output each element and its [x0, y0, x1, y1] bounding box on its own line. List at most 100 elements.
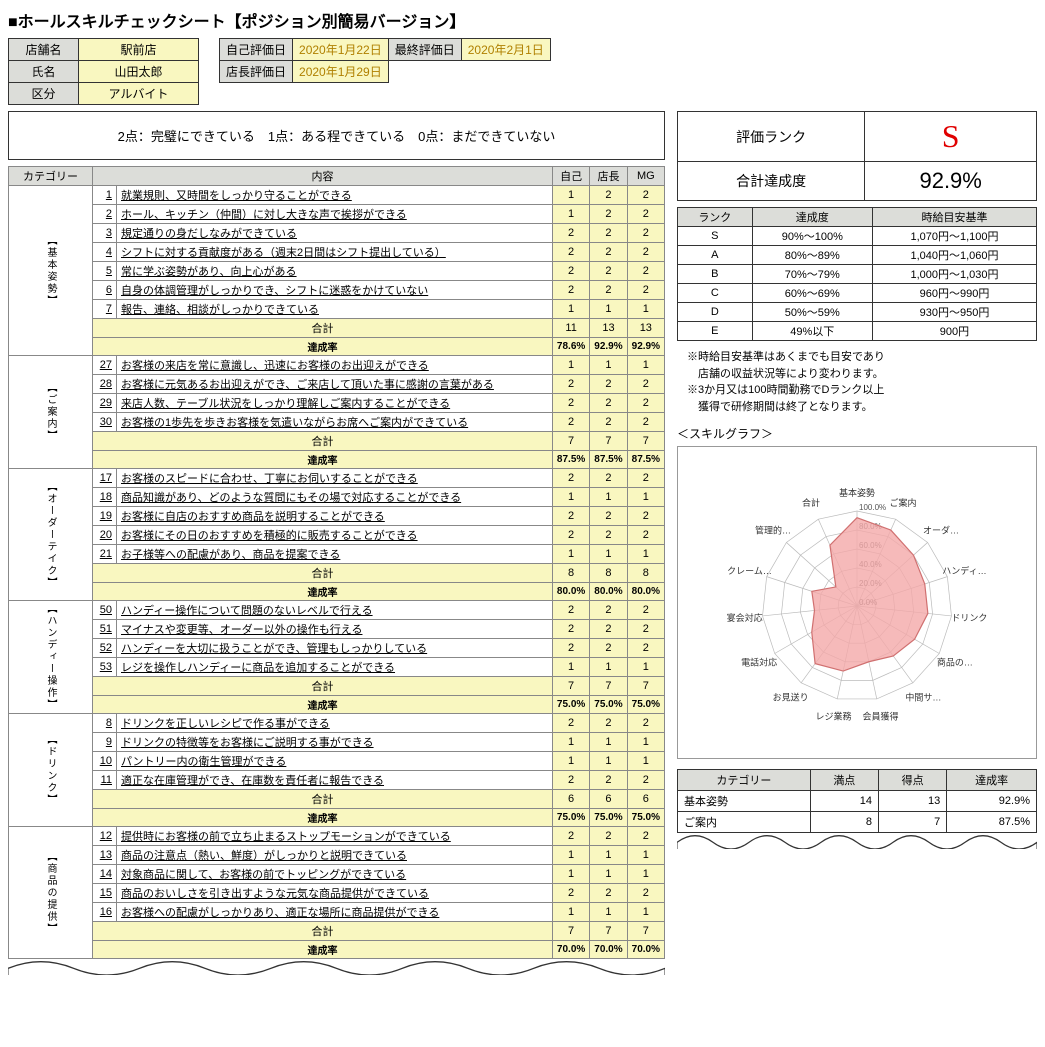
final-date-value: 2020年2月1日	[461, 39, 550, 61]
svg-text:オーダ…: オーダ…	[923, 524, 959, 535]
item-number: 53	[93, 658, 117, 677]
sum-value: 6	[590, 790, 627, 809]
score-mgr: 2	[590, 601, 627, 620]
item-text: 商品のおいしさを引き出すような元気な商品提供ができている	[117, 884, 553, 903]
rank-ref-cell: 90%～100%	[752, 227, 872, 246]
score-mg: 1	[627, 300, 664, 319]
rank-ref-header: ランク	[678, 208, 753, 227]
item-number: 11	[93, 771, 117, 790]
score-mg: 2	[627, 526, 664, 545]
item-number: 13	[93, 846, 117, 865]
category-label: 【商品の提供】	[9, 827, 93, 959]
score-mg: 1	[627, 733, 664, 752]
score-self: 2	[552, 224, 589, 243]
rate-value: 75.0%	[552, 696, 589, 714]
rank-ref-cell: 900円	[872, 322, 1036, 341]
item-number: 4	[93, 243, 117, 262]
item-text: ホール、キッチン（仲間）に対し大きな声で挨拶ができる	[117, 205, 553, 224]
score-mgr: 2	[590, 262, 627, 281]
rate-label: 達成率	[93, 809, 553, 827]
item-text: ドリンクの特徴等をお客様にご説明する事ができる	[117, 733, 553, 752]
score-mg: 1	[627, 865, 664, 884]
rank-value: S	[865, 112, 1037, 162]
score-mgr: 2	[590, 186, 627, 205]
rank-ref-cell: 60%～69%	[752, 284, 872, 303]
category-label: 【オーダーテイク】	[9, 469, 93, 601]
rate-value: 80.0%	[627, 583, 664, 601]
sum-label: 合計	[93, 564, 553, 583]
item-text: お客様に自店のおすすめ商品を説明することができる	[117, 507, 553, 526]
score-mgr: 1	[590, 488, 627, 507]
item-number: 1	[93, 186, 117, 205]
sum-value: 7	[627, 432, 664, 451]
sum-value: 7	[590, 922, 627, 941]
item-text: 商品の注意点（熱い、鮮度）がしっかりと説明できている	[117, 846, 553, 865]
rank-box: 評価ランクS 合計達成度92.9%	[677, 111, 1037, 201]
score-mg: 2	[627, 714, 664, 733]
score-self: 1	[552, 545, 589, 564]
rank-ref-cell: 930円～950円	[872, 303, 1036, 322]
sum-value: 7	[590, 432, 627, 451]
rank-ref-cell: C	[678, 284, 753, 303]
item-number: 30	[93, 413, 117, 432]
rank-ref-cell: 49%以下	[752, 322, 872, 341]
rate-value: 75.0%	[627, 809, 664, 827]
svg-text:中間サ…: 中間サ…	[905, 691, 941, 702]
summary-cell: 基本姿勢	[678, 791, 811, 812]
employee-info-table: 店舗名駅前店 氏名山田太郎 区分アルバイト	[8, 38, 199, 105]
rate-value: 75.0%	[552, 809, 589, 827]
sum-value: 6	[627, 790, 664, 809]
rank-ref-cell: 1,040円～1,060円	[872, 246, 1036, 265]
score-self: 2	[552, 526, 589, 545]
radar-chart: 0.0%20.0%40.0%60.0%80.0%100.0%基本姿勢ご案内オーダ…	[677, 446, 1037, 759]
item-number: 9	[93, 733, 117, 752]
item-text: レジを操作しハンディーに商品を追加することができる	[117, 658, 553, 677]
rate-label: 達成率	[93, 451, 553, 469]
score-mgr: 1	[590, 733, 627, 752]
score-mg: 2	[627, 186, 664, 205]
item-number: 27	[93, 356, 117, 375]
svg-text:会員獲得: 会員獲得	[862, 711, 898, 722]
torn-edge-decoration	[8, 955, 665, 975]
top-info-row: 店舗名駅前店 氏名山田太郎 区分アルバイト 自己評価日 2020年1月22日 最…	[8, 38, 1037, 105]
rank-ref-cell: 1,000円～1,030円	[872, 265, 1036, 284]
rank-ref-cell: S	[678, 227, 753, 246]
sum-label: 合計	[93, 922, 553, 941]
score-mgr: 2	[590, 526, 627, 545]
summary-header: 得点	[878, 770, 946, 791]
item-number: 14	[93, 865, 117, 884]
score-mgr: 1	[590, 356, 627, 375]
score-self: 2	[552, 243, 589, 262]
store-value: 駅前店	[79, 39, 199, 61]
item-text: 来店人数、テーブル状況をしっかり理解しご案内することができる	[117, 394, 553, 413]
item-text: 提供時にお客様の前で立ち止まるストップモーションができている	[117, 827, 553, 846]
score-self: 2	[552, 469, 589, 488]
score-mgr: 2	[590, 281, 627, 300]
score-self: 2	[552, 884, 589, 903]
store-label: 店舗名	[9, 39, 79, 61]
self-date-label: 自己評価日	[220, 39, 293, 61]
item-text: パントリー内の衛生管理ができる	[117, 752, 553, 771]
score-mgr: 2	[590, 243, 627, 262]
rank-ref-cell: B	[678, 265, 753, 284]
item-number: 28	[93, 375, 117, 394]
item-number: 15	[93, 884, 117, 903]
item-text: お子様等への配慮があり、商品を提案できる	[117, 545, 553, 564]
score-mg: 2	[627, 884, 664, 903]
score-self: 2	[552, 413, 589, 432]
item-text: ハンディーを大切に扱うことができ、管理もしっかりしている	[117, 639, 553, 658]
item-number: 20	[93, 526, 117, 545]
col-self: 自己	[552, 167, 589, 186]
score-mgr: 2	[590, 469, 627, 488]
score-mg: 2	[627, 262, 664, 281]
score-self: 1	[552, 356, 589, 375]
rank-ref-cell: 960円～990円	[872, 284, 1036, 303]
svg-text:宴会対応: 宴会対応	[727, 612, 763, 623]
item-number: 19	[93, 507, 117, 526]
score-self: 2	[552, 620, 589, 639]
score-mgr: 2	[590, 827, 627, 846]
summary-header: カテゴリー	[678, 770, 811, 791]
footnote: ※時給目安基準はあくまでも目安であり 店舗の収益状況等により変わります。 ※3か…	[677, 349, 1037, 415]
score-self: 2	[552, 714, 589, 733]
score-mg: 2	[627, 413, 664, 432]
